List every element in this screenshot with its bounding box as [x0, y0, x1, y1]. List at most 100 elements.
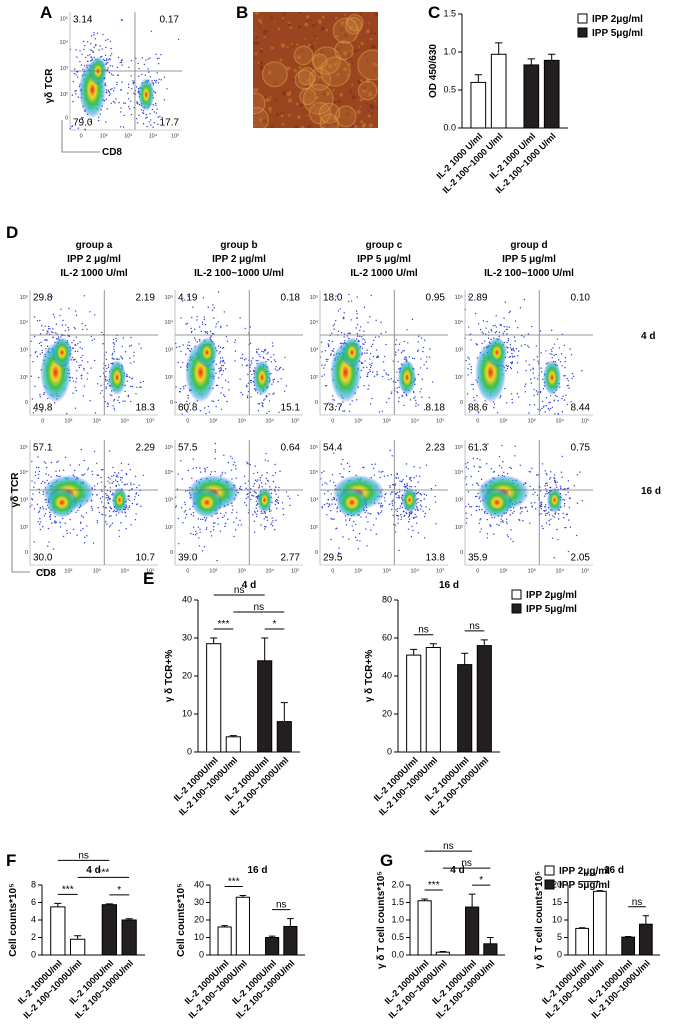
event-dot — [185, 490, 187, 492]
event-dot — [76, 370, 78, 372]
event-dot — [210, 471, 213, 473]
event-dot — [275, 493, 277, 495]
event-dot — [224, 395, 226, 398]
event-dot — [548, 478, 551, 480]
event-dot — [247, 373, 249, 376]
flow-y-tick: 10⁵ — [455, 294, 463, 301]
event-dot — [467, 503, 470, 505]
event-dot — [570, 401, 572, 403]
event-dot — [96, 521, 99, 524]
event-dot — [183, 511, 185, 513]
event-dot — [537, 408, 539, 411]
event-dot — [351, 400, 353, 402]
texture-dot — [349, 25, 353, 30]
event-dot — [133, 361, 135, 363]
event-dot — [519, 512, 521, 515]
event-dot — [263, 357, 265, 360]
y-tick-label: 0 — [387, 746, 392, 756]
significance-label: ns — [461, 858, 472, 869]
event-dot — [260, 482, 263, 484]
event-dot — [523, 336, 525, 338]
event-dot — [503, 471, 505, 474]
event-dot — [76, 350, 79, 352]
event-dot — [196, 341, 198, 343]
event-dot — [330, 510, 332, 512]
event-dot — [412, 517, 415, 519]
event-dot — [262, 405, 264, 408]
event-dot — [258, 353, 260, 356]
event-dot — [140, 505, 142, 508]
event-dot — [135, 393, 137, 395]
event-dot — [148, 71, 150, 73]
event-dot — [563, 344, 566, 346]
event-dot — [263, 528, 266, 530]
event-dot — [406, 512, 408, 515]
event-dot — [374, 336, 377, 338]
event-dot — [116, 474, 118, 476]
event-dot — [362, 366, 365, 369]
event-dot — [486, 404, 488, 406]
event-dot — [135, 493, 137, 495]
texture-dot — [373, 68, 377, 72]
texture-dot — [288, 25, 293, 30]
event-dot — [127, 463, 130, 466]
event-dot — [529, 485, 531, 488]
texture-dot — [298, 65, 302, 69]
event-dot — [472, 484, 474, 486]
colony — [293, 45, 314, 66]
event-dot — [489, 524, 491, 526]
y-axis-label: γ δ T cell counts*10⁵ — [376, 871, 387, 969]
event-dot — [268, 400, 271, 402]
group-ipp: IPP 2 μg/ml — [67, 254, 121, 265]
event-dot — [156, 57, 159, 60]
event-dot — [223, 311, 226, 313]
y-tick-label: 60 — [382, 632, 392, 642]
event-dot — [352, 529, 355, 532]
event-dot — [527, 333, 530, 335]
event-dot — [245, 504, 248, 507]
event-dot — [79, 60, 81, 63]
event-dot — [509, 514, 511, 516]
event-dot — [198, 537, 200, 539]
event-dot — [515, 348, 517, 350]
texture-dot — [310, 44, 314, 47]
event-dot — [327, 343, 329, 345]
legend-label: IPP 2μg/ml — [559, 866, 610, 877]
event-dot — [362, 343, 364, 345]
event-dot — [101, 513, 103, 516]
event-dot — [100, 384, 102, 387]
event-dot — [532, 367, 534, 370]
event-dot — [80, 529, 82, 532]
axis-arrow — [11, 478, 30, 573]
event-dot — [156, 72, 158, 74]
event-dot — [561, 476, 563, 479]
event-dot — [502, 521, 504, 523]
event-dot — [194, 530, 197, 533]
event-dot — [399, 505, 402, 507]
event-dot — [394, 524, 397, 526]
texture-dot — [336, 35, 339, 38]
event-dot — [75, 344, 77, 347]
flow-x-tick: 0 — [476, 418, 479, 424]
event-dot — [78, 464, 81, 466]
event-dot — [279, 366, 282, 369]
event-dot — [546, 474, 548, 476]
event-dot — [494, 324, 496, 327]
y-tick-label: 80 — [382, 594, 392, 604]
event-dot — [476, 457, 478, 460]
event-dot — [159, 115, 161, 118]
flow-x-tick: 10⁴ — [120, 417, 129, 424]
event-dot — [257, 403, 259, 405]
event-dot — [482, 332, 484, 335]
event-dot — [503, 330, 506, 332]
texture-dot — [371, 88, 373, 90]
event-dot — [134, 496, 136, 498]
event-dot — [247, 390, 250, 393]
event-dot — [280, 378, 282, 380]
event-dot — [544, 470, 547, 472]
event-dot — [73, 73, 76, 75]
event-dot — [139, 381, 142, 384]
texture-dot — [280, 113, 284, 118]
quadrant-value: 54.4 — [323, 443, 343, 454]
event-dot — [83, 48, 85, 51]
